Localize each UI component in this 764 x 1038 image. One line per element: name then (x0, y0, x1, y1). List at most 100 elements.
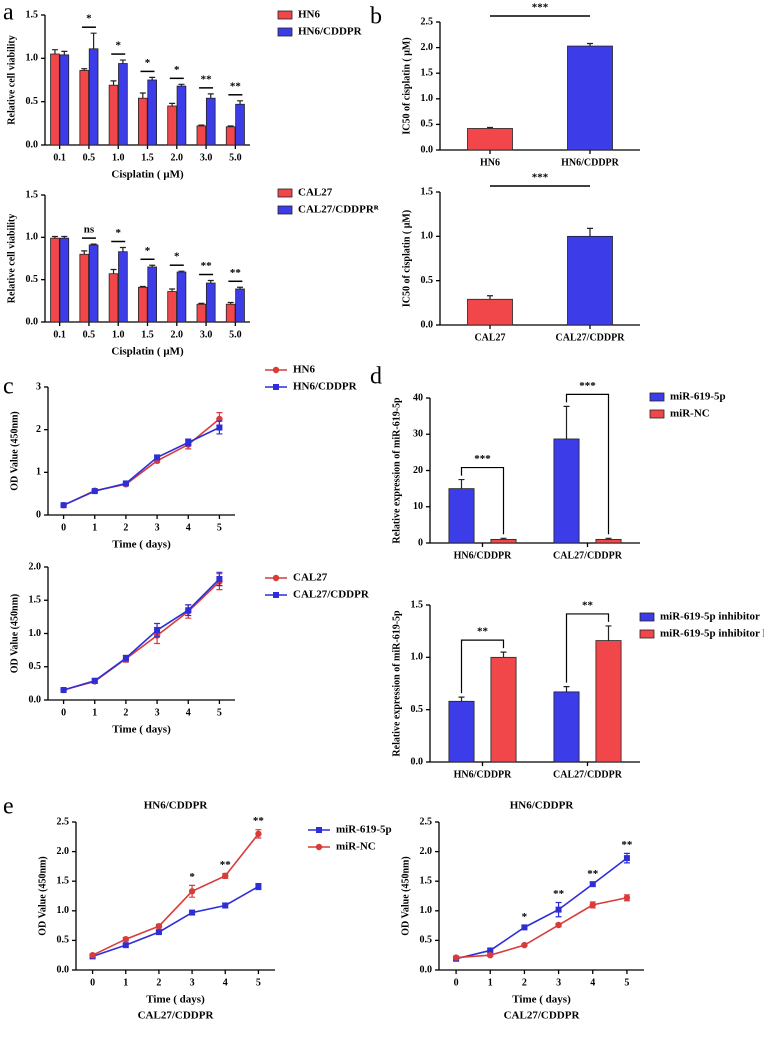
bar (490, 538, 517, 544)
bar (595, 538, 622, 544)
error-bar (487, 295, 493, 300)
error-bar (81, 250, 88, 255)
bar (467, 298, 513, 326)
x-tick-label: 5.0 (229, 329, 242, 340)
point (185, 607, 192, 614)
significance-label: *** (474, 453, 491, 465)
bar (595, 640, 622, 763)
y-axis-label: IC50 of cisplatin ( μM) (401, 210, 412, 307)
y-tick-label: 1.5 (26, 189, 39, 200)
x-tick-label: 2 (123, 522, 128, 533)
y-tick-label: 0.0 (29, 694, 42, 705)
legend-swatch (277, 205, 293, 215)
legend-label: miR-619-5p (336, 824, 392, 836)
legend-swatch (649, 392, 665, 402)
y-axis-label: IC50 of cisplatin ( μM) (401, 37, 412, 134)
significance-bracket (565, 393, 610, 535)
y-tick-label: 1.0 (29, 628, 42, 639)
error-bar (139, 285, 146, 288)
significance-label: * (522, 911, 528, 923)
point (589, 881, 596, 888)
line (63, 418, 220, 506)
y-axis-label: Relative cell viability (6, 35, 17, 124)
error-bar (90, 243, 97, 245)
x-tick-label: 3 (556, 977, 561, 988)
bar (50, 237, 60, 323)
bar (138, 286, 148, 323)
point (60, 687, 67, 694)
bar (108, 84, 119, 146)
x-tick-label: 1 (92, 522, 97, 533)
panel-letter: e (3, 794, 14, 820)
significance-label: ns (84, 224, 95, 236)
x-tick-label: 2.0 (171, 152, 184, 163)
error-bar (81, 68, 88, 71)
y-tick-label: 1.0 (411, 652, 424, 663)
x-tick-label: 3.0 (200, 152, 213, 163)
significance-label: * (174, 251, 180, 263)
y-tick-label: 0.0 (411, 756, 424, 767)
error-bar (500, 651, 507, 658)
error-bar (227, 301, 234, 305)
legend-marker (316, 827, 322, 833)
y-tick-label: 0.0 (421, 144, 434, 155)
x-tick-label: 0.1 (53, 329, 66, 340)
bar (196, 303, 207, 323)
error-bar (198, 302, 205, 305)
y-tick-label: 1.5 (29, 595, 42, 606)
x-tick-label: 5 (217, 707, 222, 718)
y-axis-label: OD Value (450nm) (9, 411, 20, 490)
y-tick-label: 0.0 (57, 964, 70, 975)
bar (147, 266, 157, 323)
significance-label: ** (230, 80, 242, 92)
point (154, 627, 161, 634)
legend-swatch (649, 409, 665, 419)
bar (553, 438, 580, 544)
x-tick-label: 0.1 (53, 152, 66, 163)
x-tick-label: 2.0 (171, 329, 184, 340)
legend-label: miR-619-5p inhibitor (660, 611, 760, 623)
significance-label: *** (579, 380, 596, 392)
x-tick-label: 0 (61, 522, 66, 533)
legend-marker (315, 843, 323, 851)
point (521, 924, 528, 931)
legend-label: CAL27 (293, 572, 328, 584)
point (188, 888, 196, 895)
bar (567, 45, 613, 151)
point (216, 424, 223, 431)
point (91, 488, 98, 495)
legend-label: miR-NC (336, 841, 376, 853)
x-axis-label: Time ( days) (146, 994, 205, 1006)
y-tick-label: 2.0 (29, 561, 42, 572)
panel-letter: b (370, 4, 382, 30)
y-tick-label: 1.0 (26, 53, 39, 64)
y-tick-label: 2.5 (421, 16, 434, 27)
x-tick-label: 0 (61, 707, 66, 718)
significance-bracket (565, 613, 610, 683)
legend-marker (273, 592, 279, 598)
x-tick-label: 4 (223, 977, 228, 988)
y-axis-label: Relative expression of miR-619-5p (391, 397, 402, 544)
error-bar (237, 286, 244, 289)
legend-label: miR-NC (670, 408, 710, 420)
point (222, 902, 229, 909)
y-tick-label: 2 (36, 424, 41, 435)
significance-label: * (145, 57, 151, 69)
y-tick-label: 1.0 (421, 231, 434, 242)
point (255, 883, 262, 890)
x-tick-label: HN6/CDDPR (561, 157, 620, 168)
y-tick-label: 0 (418, 537, 423, 548)
legend-marker (272, 366, 280, 374)
significance-bracket (460, 639, 505, 694)
significance-label: ** (587, 868, 599, 880)
x-axis-label: Time ( days) (112, 724, 171, 736)
y-tick-label: 1.5 (421, 67, 434, 78)
error-bar (563, 686, 570, 692)
point (89, 952, 96, 959)
y-tick-label: 0.5 (411, 704, 424, 715)
significance-label: ** (582, 599, 594, 611)
y-axis-label: Relative cell viability (6, 214, 17, 303)
error-bar (458, 696, 465, 702)
bar (448, 488, 475, 544)
significance-label: * (145, 245, 151, 257)
